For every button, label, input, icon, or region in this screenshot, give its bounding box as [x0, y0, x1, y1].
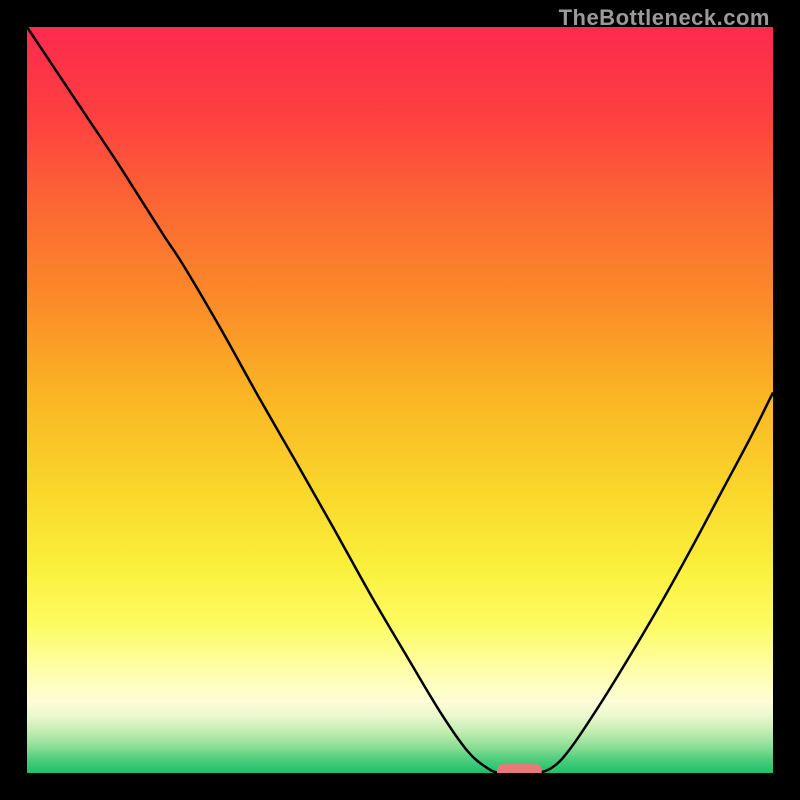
chart-container: TheBottleneck.com: [0, 0, 800, 800]
chart-svg: [27, 27, 773, 773]
gradient-background: [27, 27, 773, 773]
plot-area: [27, 27, 773, 773]
optimal-marker: [497, 764, 542, 773]
watermark-text: TheBottleneck.com: [559, 5, 770, 31]
